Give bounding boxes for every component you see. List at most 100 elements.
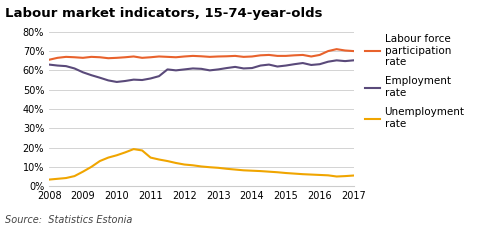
Employment
rate <box>114 81 120 83</box>
Labour force
participation
rate <box>63 55 69 58</box>
Unemployment
rate <box>55 178 60 180</box>
Unemployment
rate <box>351 174 356 177</box>
Employment
rate <box>334 59 340 62</box>
Employment
rate <box>72 67 78 70</box>
Line: Unemployment
rate: Unemployment rate <box>49 149 354 180</box>
Labour force
participation
rate <box>342 49 348 52</box>
Labour force
participation
rate <box>72 56 78 59</box>
Line: Labour force
participation
rate: Labour force participation rate <box>49 49 354 60</box>
Employment
rate <box>351 59 356 62</box>
Labour force
participation
rate <box>182 55 188 58</box>
Unemployment
rate <box>241 169 246 172</box>
Employment
rate <box>148 77 154 80</box>
Labour force
participation
rate <box>106 57 111 59</box>
Line: Employment
rate: Employment rate <box>49 60 354 82</box>
Unemployment
rate <box>317 174 323 176</box>
Unemployment
rate <box>258 170 264 173</box>
Labour force
participation
rate <box>283 54 289 57</box>
Employment
rate <box>63 65 69 67</box>
Unemployment
rate <box>114 154 120 157</box>
Labour force
participation
rate <box>215 55 221 58</box>
Unemployment
rate <box>173 162 179 164</box>
Employment
rate <box>207 69 213 72</box>
Unemployment
rate <box>266 170 272 173</box>
Employment
rate <box>215 68 221 71</box>
Unemployment
rate <box>182 163 188 166</box>
Employment
rate <box>46 63 52 66</box>
Labour force
participation
rate <box>300 54 306 56</box>
Employment
rate <box>342 60 348 62</box>
Employment
rate <box>232 66 238 68</box>
Labour force
participation
rate <box>80 57 86 59</box>
Employment
rate <box>198 67 204 70</box>
Unemployment
rate <box>106 156 111 159</box>
Unemployment
rate <box>122 151 128 154</box>
Labour force
participation
rate <box>114 57 120 59</box>
Unemployment
rate <box>198 165 204 168</box>
Labour force
participation
rate <box>131 55 136 58</box>
Labour force
participation
rate <box>249 55 255 58</box>
Employment
rate <box>274 65 280 68</box>
Employment
rate <box>80 71 86 74</box>
Labour force
participation
rate <box>55 57 60 59</box>
Labour force
participation
rate <box>232 54 238 57</box>
Labour force
participation
rate <box>97 56 103 59</box>
Unemployment
rate <box>131 148 136 151</box>
Unemployment
rate <box>215 166 221 169</box>
Employment
rate <box>97 76 103 79</box>
Unemployment
rate <box>190 164 196 167</box>
Labour force
participation
rate <box>122 56 128 59</box>
Text: Source:  Statistics Estonia: Source: Statistics Estonia <box>5 215 132 225</box>
Labour force
participation
rate <box>274 54 280 57</box>
Unemployment
rate <box>300 173 306 175</box>
Unemployment
rate <box>283 172 289 174</box>
Unemployment
rate <box>164 160 170 163</box>
Labour force
participation
rate <box>207 55 213 58</box>
Unemployment
rate <box>334 175 340 178</box>
Labour force
participation
rate <box>258 54 264 57</box>
Labour force
participation
rate <box>164 55 170 58</box>
Unemployment
rate <box>156 158 162 161</box>
Unemployment
rate <box>291 172 297 175</box>
Labour force
participation
rate <box>291 54 297 57</box>
Employment
rate <box>241 67 246 70</box>
Unemployment
rate <box>274 171 280 174</box>
Employment
rate <box>139 79 145 81</box>
Employment
rate <box>317 63 323 66</box>
Labour force
participation
rate <box>198 55 204 58</box>
Labour force
participation
rate <box>266 54 272 56</box>
Employment
rate <box>291 63 297 66</box>
Labour force
participation
rate <box>46 58 52 61</box>
Unemployment
rate <box>224 168 230 170</box>
Unemployment
rate <box>72 175 78 178</box>
Employment
rate <box>190 67 196 70</box>
Labour force
participation
rate <box>241 55 246 58</box>
Labour force
participation
rate <box>308 55 314 58</box>
Labour force
participation
rate <box>334 48 340 50</box>
Text: Labour market indicators, 15-74-year-olds: Labour market indicators, 15-74-year-old… <box>5 7 323 20</box>
Unemployment
rate <box>342 175 348 178</box>
Employment
rate <box>258 64 264 67</box>
Labour force
participation
rate <box>325 50 331 52</box>
Labour force
participation
rate <box>173 56 179 59</box>
Unemployment
rate <box>139 149 145 152</box>
Labour force
participation
rate <box>148 56 154 59</box>
Labour force
participation
rate <box>317 54 323 56</box>
Unemployment
rate <box>80 170 86 173</box>
Employment
rate <box>283 64 289 67</box>
Unemployment
rate <box>308 173 314 176</box>
Legend: Labour force
participation
rate, Employment
rate, Unemployment
rate: Labour force participation rate, Employm… <box>365 34 464 129</box>
Unemployment
rate <box>46 178 52 181</box>
Employment
rate <box>106 79 111 82</box>
Unemployment
rate <box>207 166 213 169</box>
Employment
rate <box>156 75 162 77</box>
Unemployment
rate <box>63 177 69 179</box>
Employment
rate <box>55 64 60 67</box>
Labour force
participation
rate <box>190 54 196 57</box>
Unemployment
rate <box>97 160 103 163</box>
Employment
rate <box>308 64 314 66</box>
Unemployment
rate <box>325 174 331 177</box>
Employment
rate <box>131 78 136 81</box>
Labour force
participation
rate <box>88 55 94 58</box>
Employment
rate <box>300 62 306 64</box>
